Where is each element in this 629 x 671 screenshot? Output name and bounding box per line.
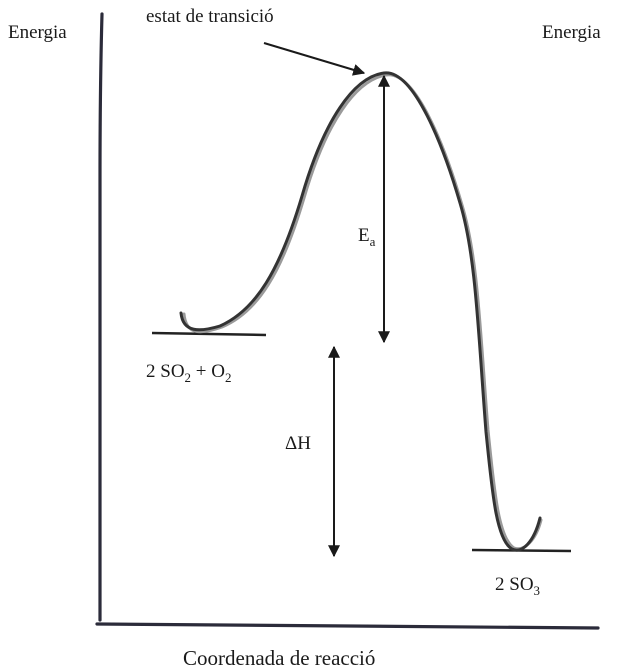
energy-curve: [179, 71, 542, 552]
y-axis-label-left: Energia: [8, 22, 67, 43]
reactants-label: 2 SO2 + O2: [146, 361, 231, 385]
x-axis: [95, 622, 600, 630]
transition-state-pointer: [263, 42, 366, 76]
y-axis: [98, 12, 104, 622]
activation-energy-label: Ea: [358, 225, 376, 249]
x-axis-label: Coordenada de reacció: [183, 646, 375, 670]
activation-energy-subscript: a: [370, 234, 376, 249]
transition-state-label: estat de transició: [146, 6, 274, 27]
reactant-level-line: [151, 331, 267, 337]
enthalpy-change-label: ΔH: [285, 433, 311, 454]
activation-energy-symbol: E: [358, 225, 370, 246]
energy-curve-shadow: [182, 73, 543, 551]
y-axis-label-right: Energia: [542, 22, 601, 43]
products-label: 2 SO3: [495, 574, 540, 598]
